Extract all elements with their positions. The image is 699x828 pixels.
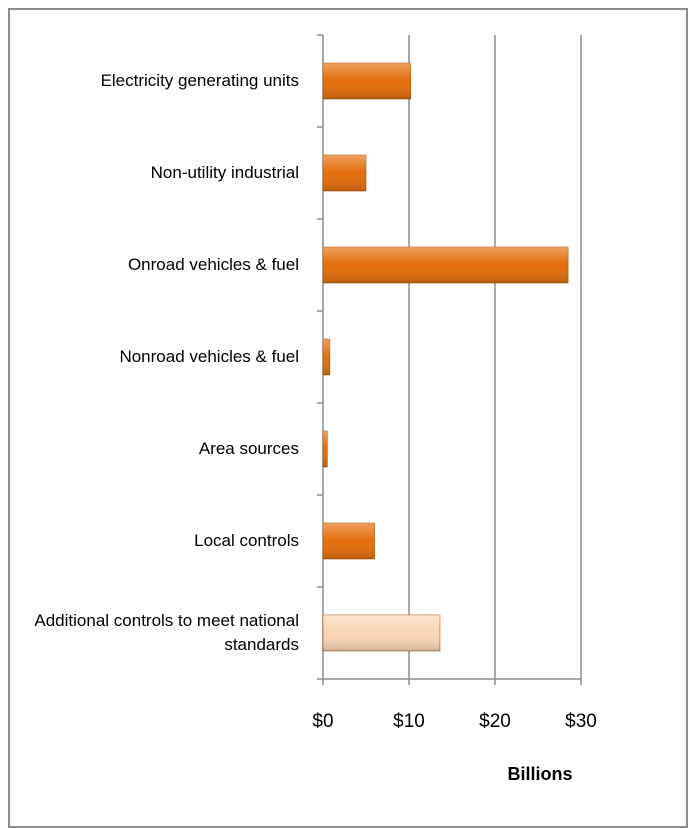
y-tick-label: Non-utility industrial [150, 163, 299, 182]
x-tick-label: $30 [565, 711, 597, 732]
y-tick-label: Nonroad vehicles & fuel [119, 347, 299, 366]
y-tick-label: Area sources [198, 439, 299, 458]
bar-shade [323, 615, 440, 651]
y-tick-label: Local controls [194, 531, 299, 550]
bar-shade [323, 63, 411, 99]
y-tick-label: Electricity generating units [100, 71, 299, 90]
bar-shade [323, 155, 366, 191]
y-tick-label: Additional controls to meet national sta… [34, 611, 299, 654]
bar-shade [323, 431, 328, 467]
bar-shade [323, 339, 330, 375]
bar-shade [323, 247, 569, 283]
x-tick-label: $0 [312, 711, 333, 732]
x-tick-label: $10 [393, 711, 425, 732]
x-axis-title: Billions [507, 764, 572, 784]
y-tick-label: Onroad vehicles & fuel [127, 255, 299, 274]
x-tick-label: $20 [479, 711, 511, 732]
bar-shade [323, 523, 375, 559]
